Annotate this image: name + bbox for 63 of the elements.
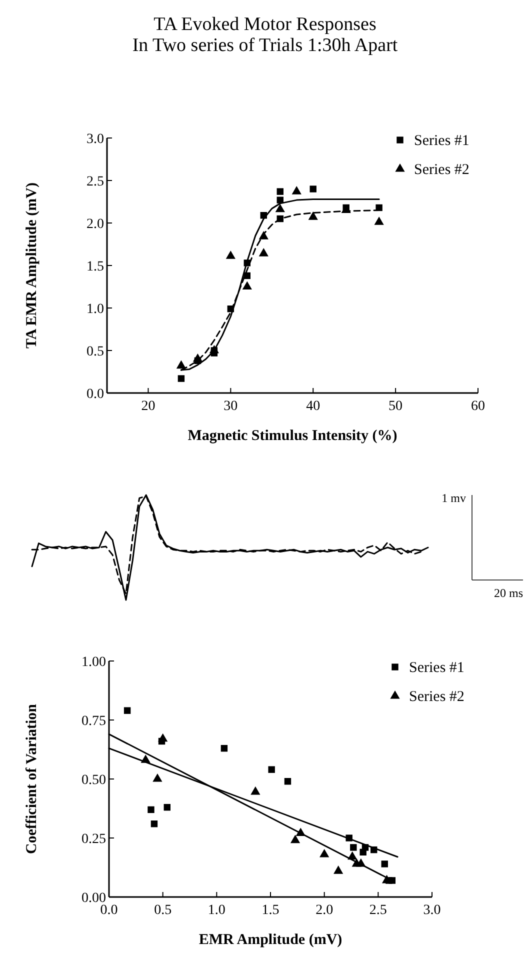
x-tick-label: 60	[471, 399, 485, 414]
point	[152, 773, 162, 782]
text: 1 mv	[442, 491, 466, 505]
y-tick-label: 1.5	[86, 260, 104, 274]
point	[178, 375, 185, 382]
y-tick-label: 1.00	[82, 655, 106, 670]
x-tick-label: 50	[388, 399, 403, 414]
y-tick-label: 2.5	[86, 174, 104, 190]
y-tick-label: 0.00	[82, 891, 106, 906]
point	[164, 804, 170, 811]
text: 20 ms	[494, 586, 524, 600]
point	[242, 281, 252, 290]
y-tick-label: 0.5	[86, 344, 104, 360]
x-tick-label: 20	[141, 399, 156, 414]
legend-label: Series #2	[414, 162, 470, 178]
point	[308, 212, 318, 220]
point	[150, 820, 158, 828]
point	[220, 744, 228, 752]
point	[290, 834, 300, 844]
y-tick-label: 0.0	[86, 387, 104, 402]
x-tick-label: 2.0	[316, 903, 334, 918]
point	[310, 186, 316, 192]
point	[381, 860, 388, 868]
point	[334, 865, 344, 874]
chart-subtitle: In Two series of Trials 1:30h Apart	[132, 35, 398, 56]
y-tick-label: 0.75	[82, 714, 106, 729]
point	[124, 707, 131, 714]
point	[374, 216, 384, 225]
point	[276, 188, 284, 195]
point	[148, 806, 154, 814]
x-tick-label: 0.5	[154, 903, 172, 918]
point	[276, 196, 284, 204]
x-axis-title: EMR Amplitude (mV)	[198, 932, 342, 948]
x-tick-label: 0.0	[100, 903, 118, 918]
y-tick-label: 1.0	[86, 302, 104, 317]
point	[176, 360, 186, 369]
point	[284, 778, 292, 785]
x-tick-label: 40	[306, 399, 320, 414]
y-tick-label: 2.0	[86, 217, 104, 232]
y-tick-label: 0.25	[82, 832, 106, 847]
x-tick-label: 1.0	[208, 903, 226, 918]
y-tick-label: 3.0	[86, 132, 104, 147]
chart-title: TA Evoked Motor Responses	[154, 14, 376, 35]
legend-label: Series #1	[414, 133, 470, 149]
point	[158, 733, 168, 742]
point	[320, 848, 330, 858]
legend-label: Series #1	[409, 660, 464, 676]
point	[226, 250, 236, 259]
x-tick-label: 1.5	[262, 903, 280, 918]
point	[292, 186, 302, 194]
legend-label: Series #2	[409, 689, 464, 705]
point	[258, 248, 268, 256]
x-axis-title: Magnetic Stimulus Intensity (%)	[188, 428, 398, 444]
x-tick-label: 3.0	[423, 903, 441, 918]
point	[250, 786, 260, 795]
point	[275, 204, 285, 212]
x-tick-label: 30	[224, 399, 238, 414]
y-axis-title: Coefficient of Variation	[24, 703, 40, 854]
point	[268, 766, 275, 773]
y-tick-label: 0.50	[82, 773, 106, 788]
y-axis-title: TA EMR Amplitude (mV)	[24, 182, 40, 348]
point	[350, 844, 357, 851]
x-tick-label: 2.5	[369, 903, 387, 918]
